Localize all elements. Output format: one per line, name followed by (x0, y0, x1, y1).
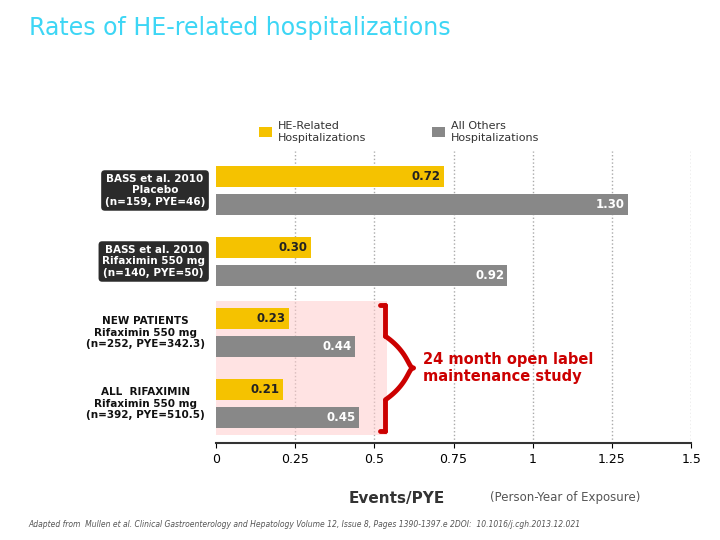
Text: BASS et al. 2010
Rifaximin 550 mg
(n=140, PYE=50): BASS et al. 2010 Rifaximin 550 mg (n=140… (102, 245, 205, 278)
Bar (216, 193, 628, 215)
Text: BASS et al. 2010
Placebo
(n=159, PYE=46): BASS et al. 2010 Placebo (n=159, PYE=46) (105, 174, 205, 207)
Text: 1.30: 1.30 (595, 198, 625, 211)
Bar (216, 308, 289, 329)
Text: Events/PYE: Events/PYE (348, 491, 445, 507)
Text: HE-Related
Hospitalizations: HE-Related Hospitalizations (278, 121, 366, 143)
Bar (216, 265, 508, 286)
Text: Adapted from  Mullen et al. Clinical Gastroenterology and Hepatology Volume 12, : Adapted from Mullen et al. Clinical Gast… (29, 520, 581, 529)
Text: 0.45: 0.45 (326, 410, 356, 423)
Text: 0.44: 0.44 (323, 340, 352, 353)
Text: NEW PATIENTS
Rifaximin 550 mg
(n=252, PYE=342.3): NEW PATIENTS Rifaximin 550 mg (n=252, PY… (86, 316, 205, 349)
Text: ALL  RIFAXIMIN
Rifaximin 550 mg
(n=392, PYE=510.5): ALL RIFAXIMIN Rifaximin 550 mg (n=392, P… (86, 387, 205, 420)
Text: All Others
Hospitalizations: All Others Hospitalizations (451, 121, 539, 143)
Text: (Person-Year of Exposure): (Person-Year of Exposure) (490, 491, 641, 504)
Text: 0.23: 0.23 (257, 313, 286, 326)
Text: 0.21: 0.21 (251, 383, 279, 396)
Bar (216, 166, 444, 187)
Text: 0.72: 0.72 (412, 171, 441, 184)
Text: 24 month open label
maintenance study: 24 month open label maintenance study (423, 352, 593, 384)
Text: 0.30: 0.30 (279, 241, 308, 254)
Bar (216, 301, 387, 435)
Bar (216, 237, 311, 259)
Text: 0.92: 0.92 (475, 268, 504, 281)
Bar (216, 379, 282, 401)
Bar (216, 407, 359, 428)
Text: Rates of HE-related hospitalizations: Rates of HE-related hospitalizations (29, 16, 451, 40)
Bar (216, 335, 356, 357)
